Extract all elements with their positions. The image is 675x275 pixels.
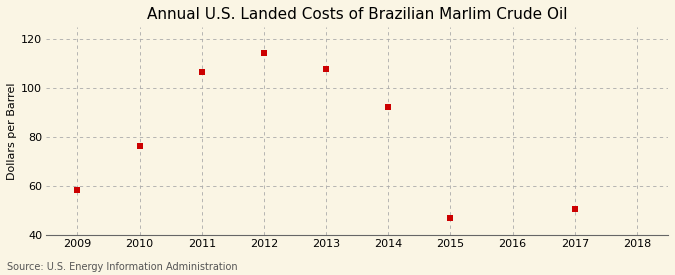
Point	[445, 215, 456, 220]
Point	[321, 67, 331, 71]
Y-axis label: Dollars per Barrel: Dollars per Barrel	[7, 82, 17, 180]
Title: Annual U.S. Landed Costs of Brazilian Marlim Crude Oil: Annual U.S. Landed Costs of Brazilian Ma…	[147, 7, 568, 22]
Point	[72, 187, 83, 192]
Point	[570, 207, 580, 211]
Point	[134, 143, 145, 148]
Point	[196, 70, 207, 75]
Point	[259, 51, 269, 55]
Point	[383, 104, 394, 109]
Text: Source: U.S. Energy Information Administration: Source: U.S. Energy Information Administ…	[7, 262, 238, 272]
